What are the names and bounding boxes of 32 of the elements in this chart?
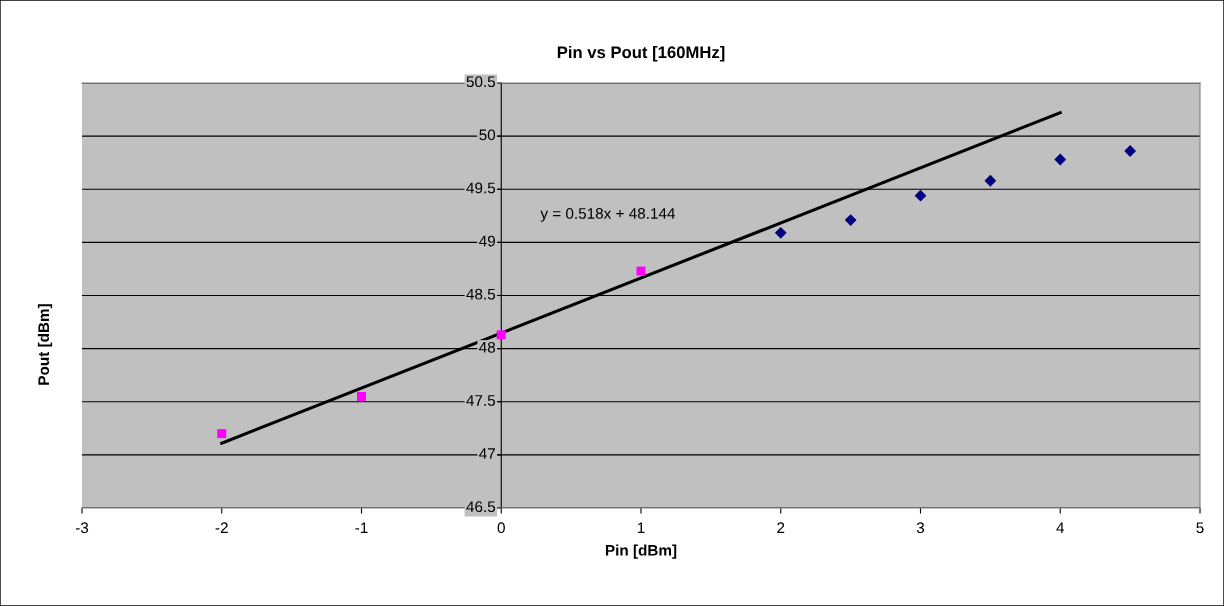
point xyxy=(1054,153,1067,166)
x-tick-label: -1 xyxy=(355,522,368,533)
point xyxy=(1124,145,1137,157)
y-axis-title: Pout [dBm] xyxy=(37,304,53,385)
y-tick-label: 47.5 xyxy=(466,395,496,406)
point xyxy=(844,214,857,226)
y-tick-label: 50 xyxy=(479,129,496,141)
point xyxy=(636,266,646,276)
y-tick-label: 49.5 xyxy=(466,182,496,194)
y-tick-label: 47 xyxy=(479,448,495,459)
x-tick-label: 1 xyxy=(637,522,645,533)
y-tick-label: 48 xyxy=(479,341,496,353)
y-tick-label: 48.5 xyxy=(466,288,496,300)
point xyxy=(914,189,927,202)
point xyxy=(357,391,366,401)
x-tick-label: -2 xyxy=(215,522,228,533)
point xyxy=(217,429,227,439)
x-tick-label: 4 xyxy=(1056,522,1065,533)
y-tick-label: 49 xyxy=(479,235,495,247)
y-tick-label: 50.5 xyxy=(466,76,496,88)
chart-title: Pin vs Pout [160MHz] xyxy=(557,45,725,62)
point xyxy=(984,174,997,187)
x-tick-label: -3 xyxy=(75,522,89,534)
x-axis-title: Pin [dBm] xyxy=(605,544,677,559)
x-tick-label: 0 xyxy=(497,522,505,534)
x-tick-label: 5 xyxy=(1196,522,1204,534)
point xyxy=(774,226,787,239)
x-tick-label: 3 xyxy=(916,522,925,534)
annotation: y = 0.518x + 48.144 xyxy=(540,208,675,222)
point xyxy=(496,330,506,340)
x-tick-label: 2 xyxy=(777,522,785,533)
y-tick-label: 46.5 xyxy=(466,501,496,513)
